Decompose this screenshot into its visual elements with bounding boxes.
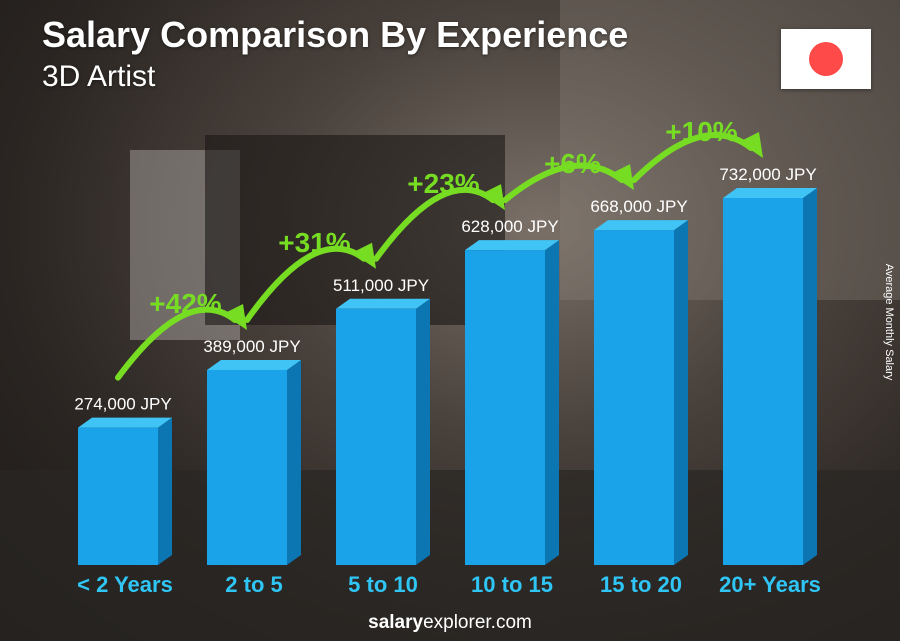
footer-brand[interactable]: salaryexplorer.com bbox=[0, 612, 900, 634]
bar-value-label: 668,000 JPY bbox=[590, 197, 687, 216]
change-arrowhead bbox=[223, 303, 247, 330]
footer-brand-salary: salary bbox=[368, 612, 424, 633]
bar-value-label: 628,000 JPY bbox=[461, 217, 558, 236]
change-arrowhead bbox=[352, 242, 376, 269]
bar bbox=[336, 308, 416, 565]
bar bbox=[723, 198, 803, 565]
change-percent-label: +10% bbox=[665, 116, 737, 147]
change-arrowhead bbox=[481, 184, 505, 211]
japan-flag-icon bbox=[781, 29, 871, 89]
bar-side bbox=[287, 359, 301, 565]
change-arrowhead bbox=[610, 164, 634, 191]
category-label: 10 to 15 bbox=[471, 572, 553, 597]
bar-side bbox=[803, 188, 817, 565]
bar-top bbox=[465, 240, 559, 251]
category-label: 15 to 20 bbox=[600, 572, 682, 597]
bar-top bbox=[207, 359, 301, 370]
change-arrow bbox=[631, 132, 754, 184]
category-label: 20+ Years bbox=[719, 572, 821, 597]
bar bbox=[207, 369, 287, 565]
category-label: 5 to 10 bbox=[348, 572, 418, 597]
change-percent-label: +6% bbox=[544, 148, 601, 179]
bar-top bbox=[78, 417, 172, 428]
bar-side bbox=[416, 298, 430, 565]
bar bbox=[594, 230, 674, 565]
change-arrow bbox=[244, 245, 367, 323]
category-label: 2 to 5 bbox=[225, 572, 282, 597]
bar-side bbox=[158, 417, 172, 565]
bar-top bbox=[336, 298, 430, 309]
change-percent-label: +42% bbox=[149, 288, 221, 319]
bar-top bbox=[723, 188, 817, 198]
bar-value-label: 511,000 JPY bbox=[333, 276, 429, 295]
bar-top bbox=[594, 220, 688, 231]
bar-value-label: 732,000 JPY bbox=[719, 165, 816, 184]
flag-disc bbox=[809, 42, 843, 76]
change-arrow bbox=[502, 162, 625, 204]
change-arrow bbox=[115, 306, 238, 381]
bar-value-label: 389,000 JPY bbox=[203, 337, 300, 356]
bar bbox=[78, 427, 158, 565]
bar-value-label: 274,000 JPY bbox=[74, 395, 171, 414]
background-screen bbox=[205, 135, 505, 325]
bar-side bbox=[674, 220, 688, 565]
bar bbox=[465, 250, 545, 565]
footer-brand-explorer: explorer.com bbox=[423, 612, 532, 633]
bar-side bbox=[545, 240, 559, 565]
chart-title: Salary Comparison By Experience bbox=[42, 14, 629, 55]
chart-subtitle: 3D Artist bbox=[42, 60, 156, 93]
change-percent-label: +23% bbox=[407, 168, 479, 199]
change-arrowhead bbox=[739, 132, 763, 158]
change-percent-label: +31% bbox=[278, 227, 350, 258]
change-arrow bbox=[373, 186, 496, 262]
category-label: < 2 Years bbox=[77, 572, 173, 597]
